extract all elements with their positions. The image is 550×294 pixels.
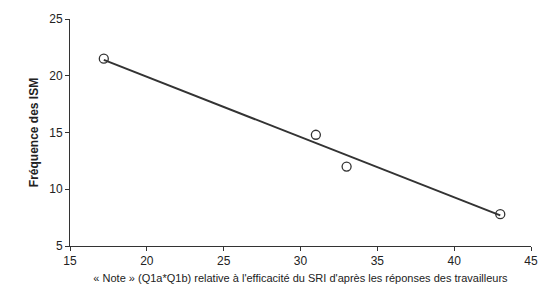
svg-text:10: 10 (49, 182, 63, 196)
svg-text:5: 5 (56, 239, 63, 253)
svg-text:40: 40 (447, 254, 461, 268)
svg-text:« Note » (Q1a*Q1b) relative à: « Note » (Q1a*Q1b) relative à l'efficaci… (93, 272, 508, 284)
svg-text:20: 20 (140, 254, 154, 268)
svg-text:25: 25 (217, 254, 231, 268)
svg-text:15: 15 (63, 254, 77, 268)
svg-text:20: 20 (49, 69, 63, 83)
svg-text:Fréquence des ISM: Fréquence des ISM (27, 78, 41, 187)
svg-text:35: 35 (371, 254, 385, 268)
svg-text:25: 25 (49, 12, 63, 26)
svg-text:30: 30 (294, 254, 308, 268)
svg-text:45: 45 (524, 254, 538, 268)
svg-text:15: 15 (49, 126, 63, 140)
